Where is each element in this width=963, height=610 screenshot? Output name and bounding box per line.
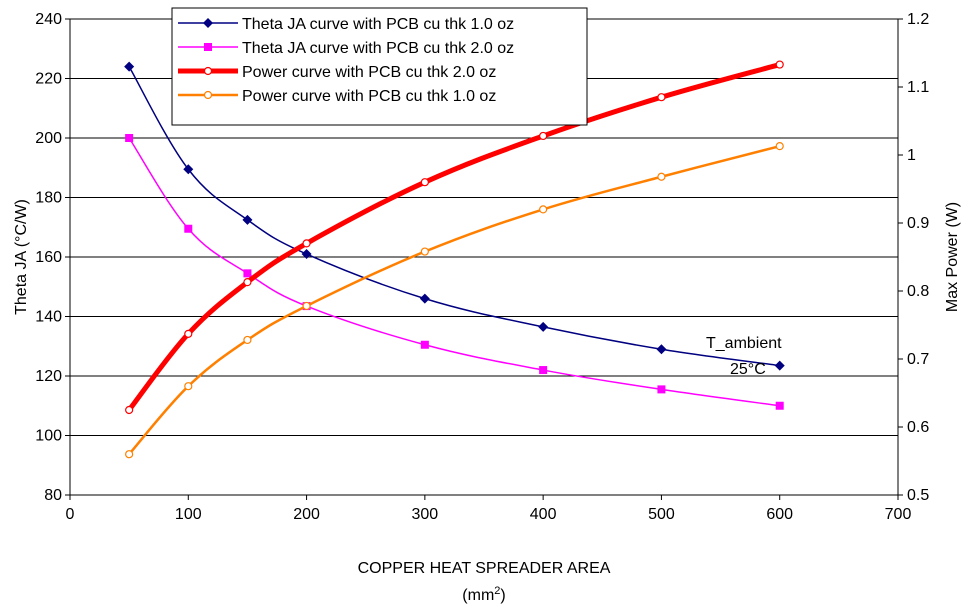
- legend: Theta JA curve with PCB cu thk 1.0 oz The…: [171, 7, 588, 126]
- series-1: [124, 61, 785, 371]
- left-tick-label: 120: [35, 368, 62, 385]
- series-line: [128, 137, 780, 407]
- data-point: [420, 340, 429, 349]
- legend-entry: Theta JA curve with PCB cu thk 1.0 oz: [178, 16, 514, 33]
- legend-marker: [204, 43, 212, 51]
- legend-label: Power curve with PCB cu thk 2.0 oz: [242, 64, 496, 81]
- data-point: [539, 205, 548, 214]
- x-tick-label: 300: [412, 506, 439, 523]
- data-point: [420, 178, 429, 187]
- series: [124, 60, 785, 459]
- legend-entry: Power curve with PCB cu thk 1.0 oz: [178, 88, 496, 105]
- data-point: [302, 239, 311, 248]
- data-point: [539, 131, 548, 141]
- legend-label: Theta JA curve with PCB cu thk 1.0 oz: [242, 16, 514, 33]
- right-tick-label: 0.8: [907, 283, 929, 300]
- data-point: [125, 134, 134, 142]
- left-axis-title: Theta JA (°C/W): [13, 199, 30, 315]
- data-point: [243, 278, 252, 287]
- data-point: [124, 61, 135, 72]
- left-tick-label: 240: [35, 11, 62, 28]
- right-tick-label: 0.9: [907, 215, 929, 232]
- x-tick-label: 0: [66, 506, 75, 523]
- data-point: [657, 93, 666, 102]
- data-point: [657, 385, 666, 394]
- x-axis-unit-suffix: ): [500, 587, 505, 604]
- left-tick-label: 80: [44, 487, 62, 504]
- x-tick-label: 100: [175, 506, 202, 523]
- right-tick-label: 1.2: [907, 11, 929, 28]
- data-point: [184, 382, 193, 391]
- x-tick-label: 600: [766, 506, 793, 523]
- left-tick-label: 220: [35, 71, 62, 88]
- right-tick-label: 0.6: [907, 419, 929, 436]
- x-tick-label: 400: [530, 506, 557, 523]
- data-point: [184, 329, 193, 338]
- data-point: [302, 301, 311, 311]
- legend-marker: [203, 66, 213, 76]
- right-tick-label: 1: [907, 147, 916, 164]
- data-point: [775, 142, 784, 151]
- legend-label: Theta JA curve with PCB cu thk 2.0 oz: [242, 40, 514, 57]
- tick-labels: 80 100 120 140 160 180 200 220 240 0.5 0.6 0.7 0.8 0.…: [35, 11, 929, 523]
- data-point: [775, 60, 784, 69]
- series-line: [128, 66, 780, 367]
- data-point: [301, 249, 312, 260]
- data-point: [656, 344, 667, 355]
- data-point: [243, 269, 252, 278]
- left-tick-label: 140: [35, 309, 62, 326]
- x-axis-unit-prefix: (mm: [462, 587, 494, 604]
- right-tick-label: 1.1: [907, 79, 929, 96]
- annotation-line-1: T_ambient: [706, 335, 782, 352]
- legend-entry: Theta JA curve with PCB cu thk 2.0 oz: [178, 40, 514, 57]
- x-axis-unit: (mm2): [462, 585, 505, 604]
- x-tick-label: 700: [885, 506, 912, 523]
- legend-marker: [203, 90, 213, 100]
- left-tick-label: 180: [35, 190, 62, 207]
- right-axis-title: Max Power (W): [944, 202, 961, 312]
- series-2: [125, 134, 784, 410]
- data-point: [125, 405, 134, 415]
- annotation: T_ambient 25°C: [706, 335, 782, 378]
- x-axis-unit-superscript: 2: [494, 585, 500, 597]
- left-tick-label: 100: [35, 428, 62, 445]
- annotation-line-2: 25°C: [730, 361, 766, 378]
- series-3: [125, 60, 784, 415]
- legend-label: Power curve with PCB cu thk 1.0 oz: [242, 88, 496, 105]
- data-point: [125, 450, 134, 459]
- series-4: [125, 142, 784, 459]
- data-point: [242, 214, 253, 225]
- x-tick-label: 200: [293, 506, 320, 523]
- legend-marker: [203, 18, 213, 28]
- legend-box: [171, 7, 588, 126]
- left-tick-label: 200: [35, 130, 62, 147]
- right-tick-label: 0.5: [907, 487, 929, 504]
- data-point: [539, 366, 548, 375]
- legend-entry: Power curve with PCB cu thk 2.0 oz: [178, 64, 496, 81]
- left-tick-label: 160: [35, 249, 62, 266]
- right-tick-label: 0.7: [907, 351, 929, 368]
- data-point: [774, 360, 785, 371]
- data-point: [538, 321, 549, 332]
- data-point: [243, 335, 252, 345]
- data-point: [419, 293, 430, 304]
- data-point: [657, 172, 666, 181]
- data-point: [183, 164, 194, 175]
- x-axis-title: COPPER HEAT SPREADER AREA: [358, 560, 611, 577]
- data-point: [184, 224, 193, 233]
- x-tick-label: 500: [648, 506, 675, 523]
- data-point: [775, 401, 784, 410]
- data-point: [420, 247, 429, 256]
